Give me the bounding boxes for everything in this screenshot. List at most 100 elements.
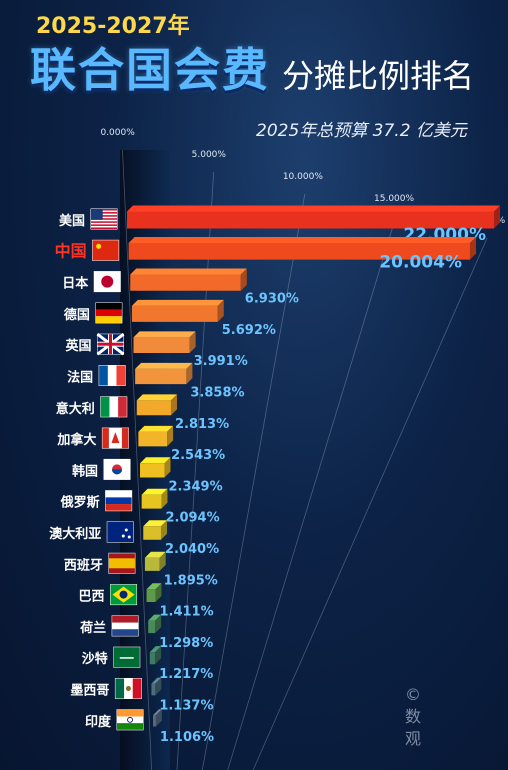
bar-end-face	[494, 205, 500, 229]
bar-end-face	[155, 614, 162, 634]
bar	[149, 652, 156, 665]
category-label: 西班牙	[64, 557, 103, 573]
france-flag-icon	[98, 365, 126, 386]
category-label: 荷兰	[79, 620, 106, 636]
bar	[131, 305, 218, 322]
bar	[128, 242, 470, 260]
us-flag-icon	[90, 208, 118, 230]
category-label: 沙特	[82, 651, 108, 667]
bar-end-face	[155, 646, 162, 665]
bar-top-face	[138, 425, 174, 432]
bar-top-face	[140, 457, 171, 464]
bar	[140, 463, 165, 478]
bar-row: 中国 20.004%	[55, 236, 476, 272]
x-tick-label: 15.000%	[374, 194, 414, 204]
value-label: 2.813%	[175, 417, 229, 432]
bar-top-face	[141, 488, 168, 495]
japan-flag-icon	[93, 271, 121, 293]
value-label: 3.991%	[194, 354, 248, 369]
bar-top-face	[148, 614, 162, 621]
bar-top-face	[131, 299, 224, 306]
value-label: 2.543%	[171, 448, 225, 463]
value-label: 2.349%	[168, 479, 222, 494]
bar-row: 沙特 1.217%	[82, 646, 213, 682]
bar	[138, 431, 168, 447]
x-tick-label: 5.000%	[192, 150, 227, 160]
india-flag-icon	[116, 709, 144, 731]
bar-row: 巴西 1.411%	[79, 583, 214, 620]
x-tick-label: 10.000%	[283, 172, 323, 182]
bar-top-face	[135, 362, 193, 369]
gridline	[122, 149, 152, 770]
value-label: 1.298%	[159, 636, 213, 651]
bar-top-face	[144, 551, 166, 558]
gridline	[252, 237, 488, 770]
category-label: 德国	[64, 307, 90, 323]
bar-top-face	[127, 205, 500, 212]
watermark: ©数观	[404, 685, 421, 748]
germany-flag-icon	[95, 302, 123, 324]
uk-flag-icon	[96, 333, 125, 356]
bar-row: 加拿大 2.543%	[56, 425, 225, 463]
value-label: 1.137%	[159, 699, 213, 714]
bar-end-face	[159, 551, 166, 571]
korea-flag-icon	[103, 458, 131, 480]
page-subtitle: 分摊比例排名	[282, 57, 475, 95]
category-label: 墨西哥	[70, 683, 109, 699]
bar	[144, 557, 160, 571]
gridline	[201, 193, 306, 770]
bar-top-face	[151, 677, 162, 684]
bar-top-face	[133, 331, 196, 338]
bar	[151, 683, 156, 696]
spain-flag-icon	[108, 552, 136, 574]
mexico-flag-icon	[114, 678, 142, 699]
bar-row: 俄罗斯 2.094%	[60, 488, 220, 526]
bar	[135, 368, 187, 385]
bar	[143, 526, 161, 540]
bar-top-face	[153, 709, 162, 716]
bar-row: 日本 6.930%	[62, 268, 299, 307]
bar-end-face	[167, 425, 174, 447]
value-label: 3.858%	[190, 386, 244, 401]
bar-end-face	[186, 362, 193, 385]
bar-top-face	[146, 583, 162, 590]
value-label: 20.004%	[379, 252, 462, 272]
category-label: 意大利	[56, 401, 95, 417]
bar-row: 英国 3.991%	[64, 331, 248, 369]
russia-flag-icon	[105, 490, 133, 512]
bar-end-face	[155, 677, 162, 696]
bar-row: 法国 3.858%	[67, 362, 245, 401]
bar-end-face	[469, 236, 476, 260]
bar	[146, 589, 156, 602]
category-label: 俄罗斯	[60, 495, 100, 511]
page-title: 联合国会费	[30, 43, 270, 97]
category-label: 法国	[67, 370, 93, 386]
category-label: 印度	[85, 714, 112, 730]
saudi-flag-icon	[113, 646, 141, 668]
budget-note: 2025年总预算 37.2 亿美元	[256, 121, 467, 141]
bar-row: 西班牙 1.895%	[64, 551, 218, 588]
category-label: 韩国	[72, 463, 98, 479]
x-tick-label: 0.000%	[100, 128, 135, 138]
value-label: 1.411%	[159, 605, 213, 620]
value-label: 5.692%	[222, 323, 276, 338]
bar-row: 印度 1.106%	[85, 709, 214, 745]
brazil-flag-icon	[110, 584, 138, 606]
bar-end-face	[161, 488, 168, 509]
china-flag-icon	[92, 239, 120, 261]
value-label: 6.930%	[245, 292, 299, 307]
category-label: 巴西	[79, 590, 105, 605]
bar-top-face	[143, 520, 167, 527]
bar-top-face	[130, 268, 247, 275]
australia-flag-icon	[106, 521, 134, 543]
value-label: 2.040%	[165, 542, 219, 557]
category-label: 中国	[55, 241, 87, 260]
netherlands-flag-icon	[111, 615, 139, 637]
category-label: 澳大利亚	[49, 526, 101, 542]
value-label: 1.895%	[164, 573, 218, 588]
category-label: 美国	[59, 213, 85, 229]
value-label: 1.106%	[160, 730, 214, 745]
bar-row: 德国 5.692%	[64, 299, 276, 338]
